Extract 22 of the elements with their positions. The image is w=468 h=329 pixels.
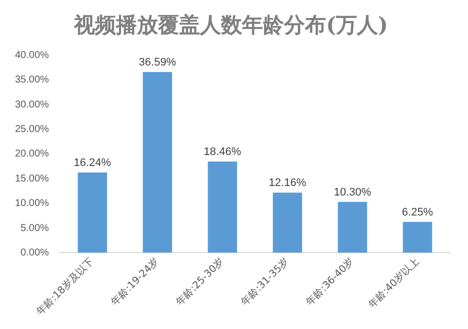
y-tick-label: 35.00% [14,74,50,86]
data-label: 6.25% [402,206,434,218]
bar [78,172,108,253]
bar [208,162,238,253]
chart-title: 视频播放覆盖人数年龄分布(万人) [73,12,388,38]
data-label: 18.46% [204,146,242,158]
y-tick-label: 10.00% [14,198,50,210]
y-tick-label: 5.00% [20,222,50,234]
y-tick-label: 30.00% [14,99,50,110]
y-tick-label: 25.00% [14,124,50,136]
y-tick-label: 20.00% [14,148,50,160]
data-label: 12.16% [268,177,306,190]
x-tick-label: 年龄:40岁以上 [366,255,422,311]
bar [338,202,368,253]
y-tick-label: 15.00% [14,173,50,184]
y-tick-label: 40.00% [14,50,50,61]
bar [402,222,432,253]
data-label: 16.24% [74,157,112,170]
data-label: 10.30% [334,186,372,198]
data-label: 36.59% [138,56,176,69]
bar [272,192,302,253]
bar [142,72,172,253]
